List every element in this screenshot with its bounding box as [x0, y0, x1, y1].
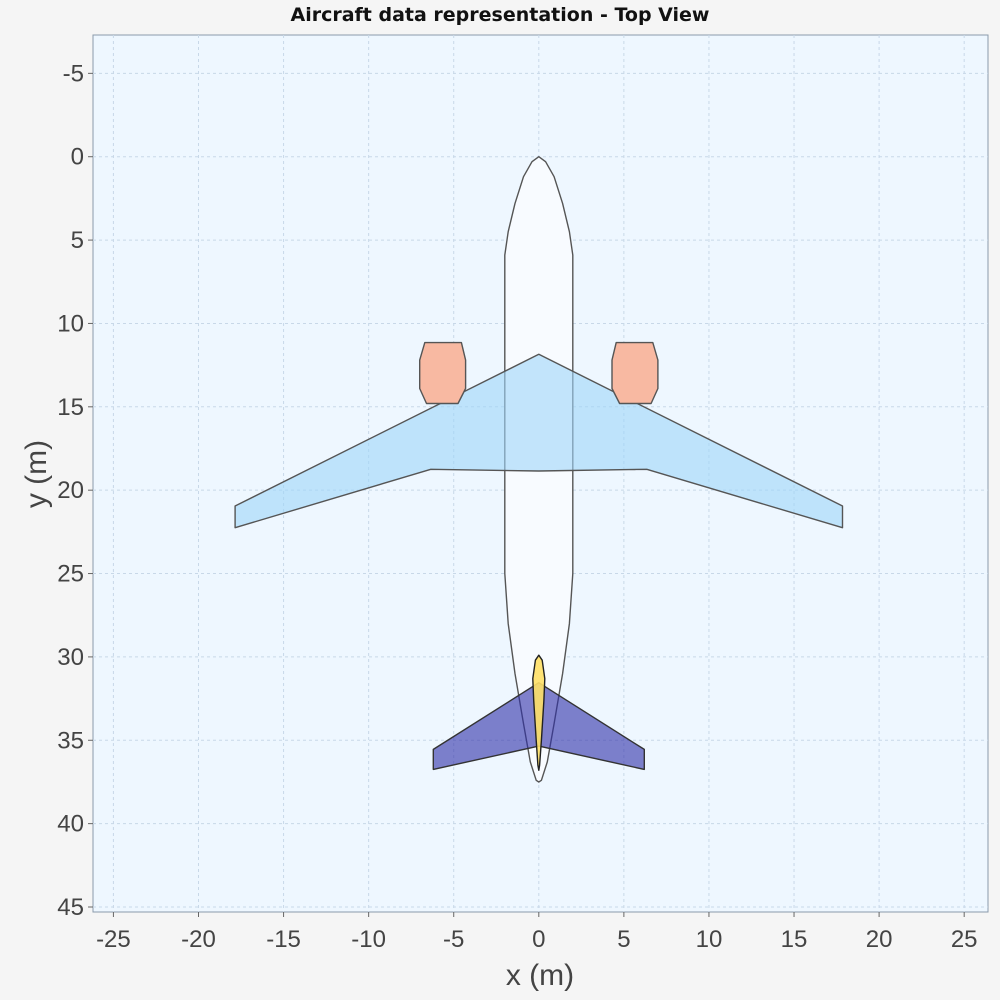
y-tick-label: -5 [63, 60, 84, 87]
x-tick-labels: -25 -20 -15 -10 -5 0 5 10 15 20 25 [96, 912, 978, 953]
x-tick-label: -20 [181, 926, 216, 953]
x-axis-label: x (m) [506, 959, 574, 992]
y-tick-label: 30 [57, 644, 84, 671]
y-tick-labels: -5 0 5 10 15 20 25 30 35 40 45 [57, 60, 93, 921]
engine-right [611, 341, 659, 405]
x-tick-label: 15 [781, 926, 808, 953]
y-tick-label: 35 [57, 727, 84, 754]
y-tick-label: 45 [57, 894, 84, 921]
y-tick-label: 40 [57, 811, 84, 838]
x-tick-label: -15 [266, 926, 301, 953]
x-tick-label: -10 [351, 926, 386, 953]
x-tick-label: 25 [951, 926, 978, 953]
x-tick-label: 0 [532, 926, 545, 953]
y-tick-label: 20 [57, 477, 84, 504]
chart-title: Aircraft data representation - Top View [290, 4, 709, 26]
y-tick-label: 10 [57, 310, 84, 337]
y-tick-label: 0 [71, 144, 84, 171]
aircraft-components [234, 155, 844, 783]
y-tick-label: 5 [71, 227, 84, 254]
x-tick-label: -25 [96, 926, 131, 953]
x-tick-label: 10 [696, 926, 723, 953]
y-tick-label: 25 [57, 561, 84, 588]
vertical-tail [532, 654, 546, 771]
x-tick-label: 5 [617, 926, 630, 953]
x-tick-label: -5 [443, 926, 464, 953]
y-tick-label: 15 [57, 394, 84, 421]
y-axis-label: y (m) [20, 440, 53, 508]
x-tick-label: 20 [866, 926, 893, 953]
wing [234, 353, 844, 529]
engine-left [419, 341, 467, 405]
